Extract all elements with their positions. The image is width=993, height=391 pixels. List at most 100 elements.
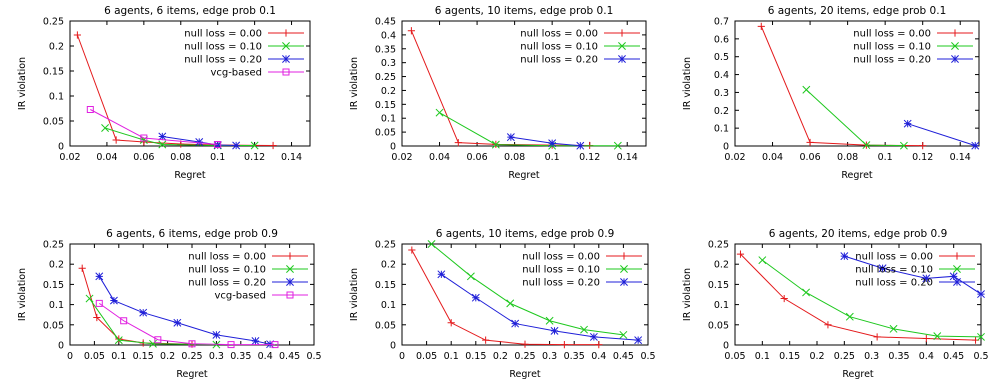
data-point — [466, 272, 475, 281]
y-tick-label: 0.25 — [375, 240, 396, 251]
legend-marker — [618, 55, 626, 63]
y-tick-label: 0.4 — [714, 70, 729, 81]
x-tick-label: 0.3 — [209, 351, 224, 362]
chart-title: 6 agents, 20 items, edge prob 0.9 — [769, 228, 948, 240]
y-tick-label: 0 — [58, 142, 64, 153]
data-point — [903, 119, 912, 128]
legend: null loss = 0.00 null loss = 0.10 null los… — [855, 252, 975, 289]
y-tick-label: 0.2 — [49, 260, 64, 271]
x-tick-label: 0.15 — [465, 351, 486, 362]
legend-marker — [951, 42, 959, 50]
data-point — [214, 141, 222, 148]
y-tick-label: 0.3 — [714, 88, 729, 99]
legend-marker — [618, 42, 626, 50]
y-tick-label: 0.35 — [375, 44, 396, 55]
data-point — [576, 141, 585, 150]
series-line — [907, 123, 976, 147]
data-point — [101, 124, 110, 132]
data-point — [120, 317, 128, 325]
y-tick-label: 0.1 — [714, 124, 729, 135]
y-tick-label: 0.2 — [381, 86, 396, 97]
subplot-3: 6 agents, 20 items, edge prob 0.1 0.02 0.0… — [682, 5, 980, 181]
series-line — [411, 249, 599, 346]
data-point — [521, 340, 529, 348]
data-point — [437, 270, 446, 279]
x-tick-label: 0.3 — [542, 351, 557, 362]
data-point — [878, 264, 887, 273]
x-tick-label: 0.5 — [973, 351, 988, 362]
x-axis-label: Regret — [509, 369, 541, 380]
data-point — [115, 335, 123, 343]
x-tick-label: 0 — [399, 351, 405, 362]
series-line — [762, 259, 982, 338]
legend-marker — [620, 265, 628, 273]
x-tick-label: 0.1 — [111, 351, 126, 362]
data-point — [407, 27, 415, 35]
legend-label: null loss = 0.00 — [184, 29, 262, 40]
x-tick-label: 0.1 — [878, 152, 893, 163]
series-line — [104, 127, 255, 146]
x-tick-label: 0.45 — [943, 351, 964, 362]
y-tick-label: 0.1 — [49, 92, 64, 103]
y-tick-label: 0.25 — [43, 240, 64, 251]
data-point — [447, 319, 455, 327]
data-point — [95, 299, 103, 307]
y-tick-label: 0 — [390, 142, 396, 153]
data-point — [619, 330, 628, 339]
legend-marker — [282, 55, 290, 63]
series-2 — [435, 108, 622, 150]
x-tick-label: 0.12 — [579, 152, 600, 163]
legend: null loss = 0.00 null loss = 0.10 null los… — [853, 29, 973, 66]
data-point — [550, 326, 559, 335]
plot-frame — [401, 20, 647, 147]
data-point — [802, 288, 811, 297]
data-point — [806, 138, 814, 147]
x-tick-label: 0.1 — [210, 152, 225, 163]
data-point — [112, 136, 120, 144]
legend-label: null loss = 0.10 — [184, 42, 262, 53]
data-point — [139, 136, 148, 144]
subplot-2: 6 agents, 10 items, edge prob 0.1 0.02 0.0… — [349, 5, 647, 181]
y-tick-label: 0.15 — [43, 67, 64, 78]
data-point — [548, 139, 557, 148]
data-point — [435, 108, 444, 117]
legend-label: vcg-based — [214, 291, 266, 302]
data-point — [85, 294, 94, 303]
data-point — [780, 294, 788, 303]
y-tick-label: 0.45 — [375, 17, 396, 28]
data-point — [212, 330, 221, 339]
data-point — [845, 312, 854, 321]
legend-label: null loss = 0.00 — [853, 29, 931, 40]
chart-title: 6 agents, 6 items, edge prob 0.9 — [106, 228, 278, 240]
y-tick-label: 0.3 — [381, 58, 396, 69]
data-point — [109, 296, 118, 305]
legend-marker — [282, 42, 290, 50]
y-tick-label: 0.05 — [43, 117, 64, 128]
y-tick-label: 0.5 — [714, 52, 729, 63]
x-tick-label: 0.5 — [640, 351, 655, 362]
x-tick-label: 0.5 — [306, 351, 321, 362]
legend-label: null loss = 0.20 — [188, 278, 266, 289]
x-tick-label: 0.35 — [564, 351, 585, 362]
y-tick-label: 0 — [390, 341, 396, 352]
legend-marker — [620, 252, 628, 260]
x-tick-label: 0.2 — [809, 351, 824, 362]
data-point — [408, 246, 416, 254]
data-point — [899, 141, 908, 150]
legend-marker — [951, 55, 959, 63]
series-4 — [95, 299, 279, 349]
series-1 — [408, 246, 603, 349]
y-tick-label: 0.05 — [708, 320, 729, 331]
x-tick-label: 0.25 — [514, 351, 535, 362]
data-point — [560, 340, 568, 349]
data-point — [93, 313, 101, 322]
chart-title: 6 agents, 6 items, edge prob 0.1 — [104, 5, 276, 17]
y-tick-label: 0 — [723, 142, 729, 153]
chart-title: 6 agents, 10 items, edge prob 0.9 — [436, 228, 615, 240]
y-tick-label: 0.4 — [381, 30, 396, 41]
data-point — [149, 339, 157, 348]
subplot-6: 6 agents, 20 items, edge prob 0.9 0.05 0.1… — [682, 228, 989, 380]
plot-frame — [69, 20, 311, 147]
legend-label: null loss = 0.00 — [188, 252, 266, 263]
series-3 — [158, 132, 241, 150]
